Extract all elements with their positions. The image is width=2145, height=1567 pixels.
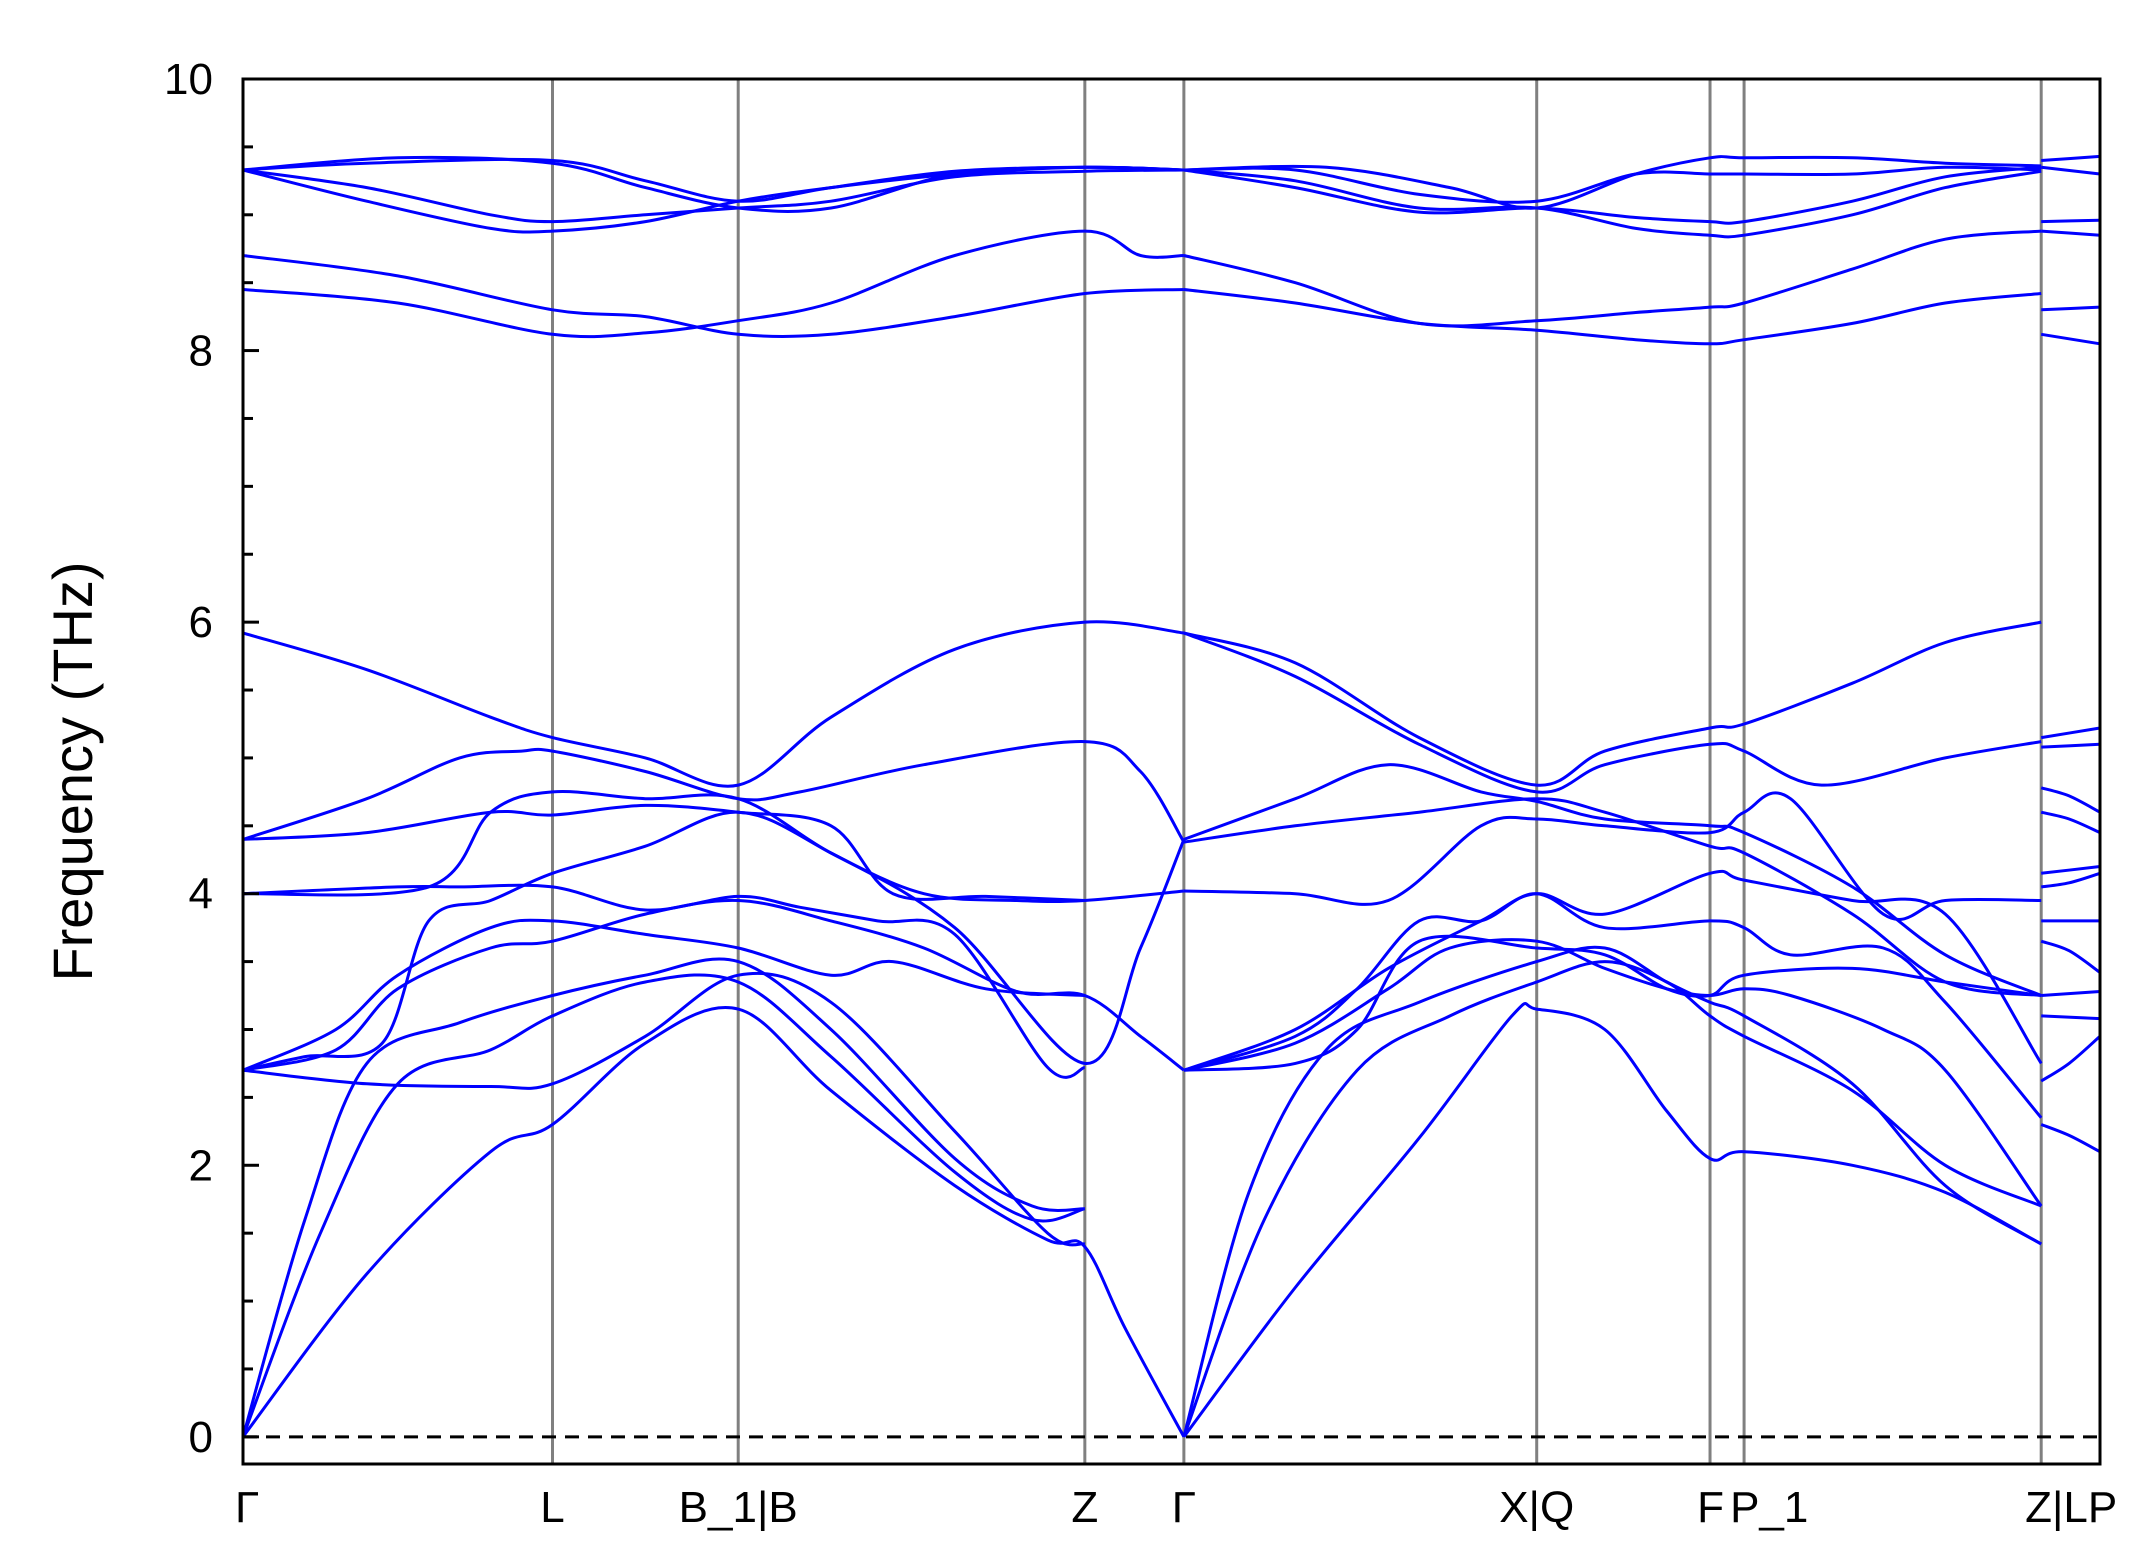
x-tick-label: X|Q — [1499, 1483, 1574, 1532]
band-line — [1183, 620, 2042, 787]
band-line — [2041, 154, 2101, 162]
band-line — [242, 803, 1085, 902]
band-line — [1183, 165, 2042, 225]
band-line — [2041, 229, 2101, 237]
band-line — [1183, 229, 2042, 328]
band-line — [1183, 288, 2042, 346]
band-line — [242, 229, 1184, 339]
band-line — [1183, 631, 2042, 794]
band-line — [1183, 892, 2043, 1119]
band-line — [2041, 305, 2101, 312]
y-tick-label: 2 — [189, 1141, 213, 1190]
x-tick-label: F — [1697, 1483, 1724, 1532]
plot-frame — [241, 77, 2102, 1466]
band-line — [242, 254, 1184, 338]
band-line — [1183, 938, 2043, 1207]
x-tick-label: P_1 — [1730, 1483, 1808, 1532]
y-tick-label: 8 — [189, 327, 213, 376]
band-line — [1182, 960, 2042, 1438]
y-tick-label: 4 — [189, 870, 213, 919]
band-line — [2040, 939, 2101, 974]
y-tick-label: 0 — [189, 1413, 213, 1462]
band-line — [2040, 871, 2101, 889]
band-line — [2041, 218, 2101, 224]
band-line — [2041, 990, 2101, 997]
band-line — [242, 789, 1185, 904]
y-tick-label: 6 — [189, 598, 213, 647]
band-line — [2041, 1014, 2101, 1021]
x-axis-kpoint-labels: Γ L B_1|B Z Γ X|Q F P_1 Z|LP — [235, 1483, 2117, 1532]
band-line — [1183, 155, 2042, 210]
band-line — [242, 155, 1184, 213]
band-line — [241, 957, 1085, 1438]
x-tick-label: Γ — [235, 1483, 259, 1532]
band-lines — [241, 154, 2101, 1438]
x-tick-label: B_1|B — [679, 1483, 798, 1532]
band-line — [1182, 1002, 2042, 1438]
band-line — [2040, 726, 2101, 740]
x-tick-label: Z|LP — [2025, 1483, 2117, 1532]
band-line — [1183, 797, 2042, 997]
y-tick-label: 10 — [164, 55, 213, 104]
band-line — [2040, 1035, 2101, 1083]
band-line — [2040, 332, 2101, 346]
band-line — [2040, 786, 2101, 814]
band-line — [241, 1006, 1186, 1438]
y-axis-ticks: 0 2 4 6 8 10 — [164, 55, 259, 1462]
band-line — [2040, 1123, 2101, 1154]
band-line — [242, 810, 1186, 1072]
band-line — [2041, 865, 2101, 875]
band-line — [2040, 810, 2101, 834]
band-line — [242, 971, 1086, 1247]
kpath-lines — [551, 79, 2043, 1464]
band-line — [1183, 763, 2042, 997]
y-axis-label: Frequency (THz) — [41, 561, 104, 981]
band-line — [1183, 165, 2042, 204]
band-line — [2041, 742, 2101, 749]
band-line — [242, 168, 1184, 224]
band-line — [242, 157, 1184, 203]
band-line — [242, 740, 1186, 843]
band-line — [242, 918, 1085, 1072]
band-line — [241, 973, 1086, 1438]
band-line — [1183, 934, 2042, 1072]
band-line — [242, 620, 1185, 788]
band-line — [1182, 945, 2042, 1438]
band-line — [1183, 869, 2043, 1072]
x-tick-label: L — [540, 1483, 564, 1532]
band-line — [1183, 168, 2042, 239]
x-tick-label: Γ — [1172, 1483, 1196, 1532]
band-line — [242, 898, 1185, 1072]
x-tick-label: Z — [1071, 1483, 1098, 1532]
band-line — [2041, 165, 2101, 176]
